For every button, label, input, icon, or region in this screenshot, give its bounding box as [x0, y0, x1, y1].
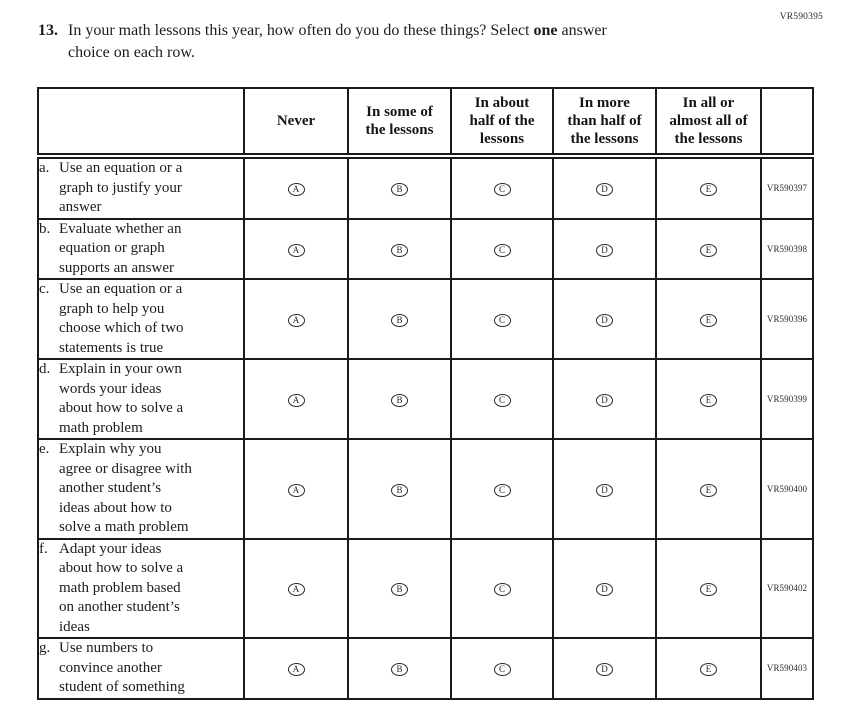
question-number: 13.	[38, 22, 58, 39]
answer-bubble-d[interactable]: D	[596, 394, 613, 407]
answer-bubble-d[interactable]: D	[596, 483, 613, 497]
row-code: VR590397	[760, 155, 814, 220]
answer-bubble-d[interactable]: D	[596, 583, 613, 597]
answer-bubble-b[interactable]: B	[391, 394, 408, 407]
row-letter: g.	[39, 640, 51, 656]
row-text: Evaluate whether an equation or graph supp…	[59, 220, 182, 276]
answer-bubble-e[interactable]: E	[700, 243, 717, 257]
answer-bubble-c[interactable]: C	[493, 663, 511, 677]
question-text: In your math lessons this year, how ofte…	[68, 20, 607, 64]
row-letter: d.	[39, 361, 51, 377]
row-code: VR590402	[760, 537, 814, 639]
answer-bubble-a[interactable]: A	[287, 394, 305, 407]
table-row-a: a. Use an equation or a graph to justify …	[37, 155, 814, 220]
answer-bubble-a[interactable]: A	[287, 243, 305, 257]
answer-bubble-b[interactable]: B	[391, 183, 408, 197]
table-row-e: e. Explain why you agree or disagree with…	[37, 438, 814, 540]
answer-bubble-e[interactable]: E	[700, 183, 717, 197]
answer-bubble-d[interactable]: D	[596, 314, 613, 327]
row-text: Use numbers to convince another student of…	[59, 640, 185, 695]
answer-bubble-c[interactable]: C	[493, 583, 511, 597]
question-text-line2: choice on each row.	[68, 44, 195, 61]
answer-bubble-b[interactable]: B	[391, 314, 408, 327]
row-letter: b.	[39, 220, 51, 237]
answer-bubble-c[interactable]: C	[493, 394, 511, 407]
row-letter: f.	[39, 540, 48, 557]
answer-bubble-b[interactable]: B	[391, 483, 408, 497]
answer-bubble-b[interactable]: B	[391, 663, 408, 677]
row-text: Explain why you agree or disagree with ano…	[59, 441, 192, 535]
row-text: Adapt your ideas about how to solve a math…	[59, 540, 184, 635]
row-text: Use an equation or a graph to justify you…	[59, 160, 183, 215]
table-row-d: d. Explain in your own words your ideas ab…	[37, 358, 814, 440]
answer-bubble-d[interactable]: D	[596, 183, 613, 197]
answer-bubble-e[interactable]: E	[700, 583, 717, 597]
row-code: VR590398	[760, 217, 814, 280]
page-code: VR590395	[779, 12, 823, 22]
table-row-c: c. Use an equation or a graph to help you…	[37, 278, 814, 360]
row-label-b: b. Evaluate whether an equation or graph s…	[37, 217, 245, 280]
answer-bubble-c[interactable]: C	[493, 314, 511, 327]
header-blank	[37, 87, 245, 159]
answer-bubble-c[interactable]: C	[493, 483, 511, 497]
row-code: VR590403	[760, 637, 814, 700]
header-never: Never	[243, 87, 349, 159]
row-text: Explain in your own words your ideas about…	[59, 361, 184, 436]
header-about-half: In about half of the lessons	[450, 87, 554, 159]
row-label-a: a. Use an equation or a graph to justify …	[37, 155, 245, 220]
row-letter: a.	[39, 160, 50, 176]
answer-bubble-e[interactable]: E	[700, 663, 717, 677]
question-text-bold: one	[533, 22, 558, 39]
header-code-blank	[760, 87, 814, 159]
answer-bubble-a[interactable]: A	[287, 483, 305, 497]
row-label-g: g. Use numbers to convince another student…	[37, 637, 245, 700]
answer-bubble-a[interactable]: A	[287, 663, 305, 677]
answer-bubble-e[interactable]: E	[700, 483, 717, 497]
row-letter: e.	[39, 441, 50, 457]
answer-bubble-c[interactable]: C	[493, 243, 511, 257]
header-row: Never In some of the lessons In about half…	[37, 87, 814, 159]
header-some-lessons: In some of the lessons	[347, 87, 452, 159]
question-text-pre: In your math lessons this year, how ofte…	[68, 22, 534, 39]
row-code: VR590400	[760, 438, 814, 540]
frequency-grid-table: Never In some of the lessons In about half…	[37, 87, 814, 700]
table-row-b: b. Evaluate whether an equation or graph s…	[37, 217, 814, 280]
answer-bubble-c[interactable]: C	[493, 183, 511, 197]
header-all-almost-all: In all or almost all of the lessons	[655, 87, 762, 159]
row-text: Use an equation or a graph to help you cho…	[59, 281, 184, 356]
answer-bubble-a[interactable]: A	[287, 314, 305, 327]
question-13: 13. In your math lessons this year, how …	[38, 20, 607, 64]
answer-bubble-e[interactable]: E	[700, 314, 717, 327]
row-letter: c.	[39, 281, 50, 297]
answer-bubble-d[interactable]: D	[596, 663, 613, 677]
answer-bubble-b[interactable]: B	[391, 583, 408, 597]
row-code: VR590396	[760, 278, 814, 360]
answer-bubble-b[interactable]: B	[391, 243, 408, 257]
answer-bubble-e[interactable]: E	[700, 394, 717, 407]
table-row-g: g. Use numbers to convince another student…	[37, 637, 814, 700]
question-text-post: answer	[557, 22, 607, 39]
answer-bubble-a[interactable]: A	[287, 583, 305, 597]
row-label-c: c. Use an equation or a graph to help you…	[37, 278, 245, 360]
answer-bubble-a[interactable]: A	[287, 183, 305, 197]
answer-bubble-d[interactable]: D	[596, 243, 613, 257]
row-label-d: d. Explain in your own words your ideas ab…	[37, 358, 245, 440]
row-code: VR590399	[760, 358, 814, 440]
row-label-e: e. Explain why you agree or disagree with…	[37, 438, 245, 540]
header-more-than-half: In more than half of the lessons	[552, 87, 657, 159]
